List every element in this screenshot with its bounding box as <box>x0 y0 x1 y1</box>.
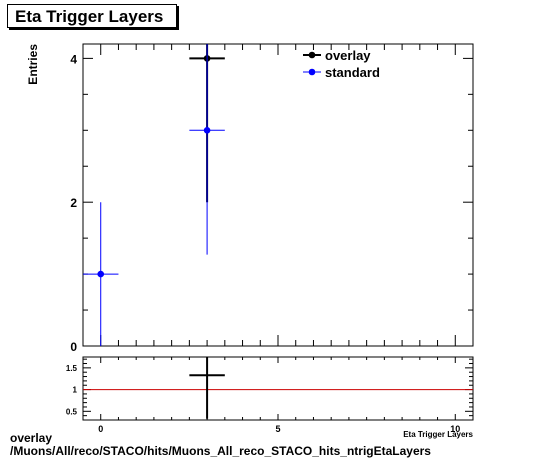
y-tick-label: 4 <box>70 52 77 66</box>
legend: overlay standard <box>303 48 380 80</box>
legend-label: standard <box>325 65 380 80</box>
legend-marker <box>308 51 316 59</box>
y-axis-label: Entries <box>26 44 40 85</box>
x-tick-label: 5 <box>275 424 280 434</box>
y-tick-label: 0.5 <box>66 407 78 416</box>
data-point <box>97 270 105 278</box>
legend-marker <box>308 68 316 76</box>
footer: overlay /Muons/All/reco/STACO/hits/Muons… <box>10 432 431 458</box>
data-point <box>203 126 211 134</box>
y-tick-label: 1 <box>73 386 78 395</box>
y-tick-label: 2 <box>70 196 77 210</box>
chart-title: Eta Trigger Layers <box>15 7 164 26</box>
main-plot: 0 2 4 Entries overlay standard <box>26 43 474 354</box>
x-tick-label: 0 <box>98 424 103 434</box>
footer-line-2: /Muons/All/reco/STACO/hits/Muons_All_rec… <box>10 444 431 458</box>
plot-frame <box>82 356 474 421</box>
x-tick-label: 10 <box>450 424 460 434</box>
y-tick-label: 0 <box>70 340 77 354</box>
data-layer <box>189 357 225 419</box>
title-box: Eta Trigger Layers <box>7 4 177 28</box>
plot-frame <box>82 43 474 347</box>
data-layer <box>83 44 225 346</box>
footer-line-1: overlay <box>10 431 53 445</box>
x-axis-label: Eta Trigger Layers <box>403 430 473 439</box>
legend-label: overlay <box>325 48 371 63</box>
y-tick-label: 1.5 <box>66 364 78 373</box>
